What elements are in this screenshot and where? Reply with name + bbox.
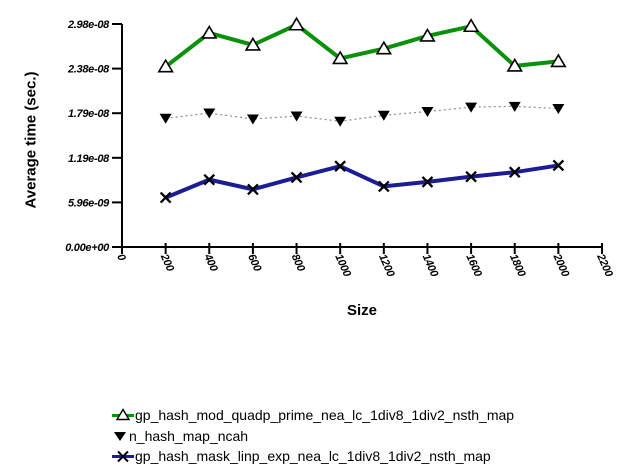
series-0-marker [201,24,218,39]
x-marker-line-icon [112,451,134,463]
x-tick-label: 1000 [332,252,353,279]
series-1-marker [421,107,434,118]
series-1-marker [465,102,478,113]
series-0-marker [462,18,480,33]
y-axis-title: Average time (sec.) [22,71,40,209]
series-0-marker [288,16,305,31]
series-1-marker [246,114,259,125]
legend: gp_hash_mod_quadp_prime_nea_lc_1div8_1di… [112,405,514,467]
series-2-marker [421,176,434,188]
series-line-0 [164,22,559,69]
x-tick-label: 1600 [463,252,484,279]
series-2-marker [378,180,390,193]
series-0-marker [419,27,436,42]
series-1-marker [203,108,216,119]
series-line-2 [164,163,559,200]
legend-row: n_hash_map_ncah [112,426,514,447]
y-tick-label: 1.79e-08 [68,108,110,120]
x-tick-label: 1800 [507,252,528,279]
legend-row: gp_hash_mask_linp_exp_nea_lc_1div8_1div2… [112,446,514,467]
series-1-marker [334,116,347,127]
x-tick-label: 0 [114,252,128,263]
y-tick-label: 1.19e-08 [68,153,110,165]
series-2-marker [465,170,477,183]
series-1-marker [552,104,565,115]
x-axis-title: Size [346,302,377,319]
series-2-marker [290,171,303,184]
series-0-marker [244,36,262,51]
series-0-marker [375,40,393,55]
triangle-down-icon [114,431,126,441]
plot-area: 0.00e+00 5.96e-09 1.19e-08 1.79e-08 2.38e-08… [65,16,615,280]
x-tick-label: 400 [201,251,220,274]
series-2-marker [203,173,216,186]
x-tick-label: 1200 [376,252,397,279]
series-line-1 [165,105,559,122]
series-2-marker [508,166,521,178]
x-tick-label: 2000 [550,251,571,279]
series-0-marker [157,58,174,73]
y-tick-label: 2.98e-08 [67,19,110,31]
y-tick-label: 2.38e-08 [67,64,110,76]
legend-label: gp_hash_mod_quadp_prime_nea_lc_1div8_1di… [135,407,515,424]
triangle-up-line-icon [112,408,134,421]
legend-label: n_hash_map_ncah [129,427,249,444]
series-2-marker [334,160,346,172]
y-tick-label: 0.00e+00 [65,242,110,254]
series-1-marker [290,111,303,122]
series-2-marker [159,191,172,204]
plot-axes [121,24,602,248]
x-tick-label: 200 [157,251,176,274]
x-tick-label: 2200 [594,251,615,279]
x-tick-label: 800 [289,252,308,274]
series-2-marker [552,159,565,172]
series-0-marker [331,50,349,65]
legend-row: gp_hash_mod_quadp_prime_nea_lc_1div8_1di… [112,405,514,426]
legend-label: gp_hash_mask_linp_exp_nea_lc_1div8_1div2… [135,448,491,465]
series-0-marker [506,57,523,72]
series-1-marker [377,110,390,121]
series-1-marker [508,101,521,112]
x-tick-label: 600 [245,252,264,274]
series-0-marker [550,53,567,68]
series-1-marker [159,113,172,124]
series-2-marker [247,183,259,196]
x-tick-label: 1400 [420,252,441,279]
y-tick-label: 5.96e-09 [68,197,110,209]
